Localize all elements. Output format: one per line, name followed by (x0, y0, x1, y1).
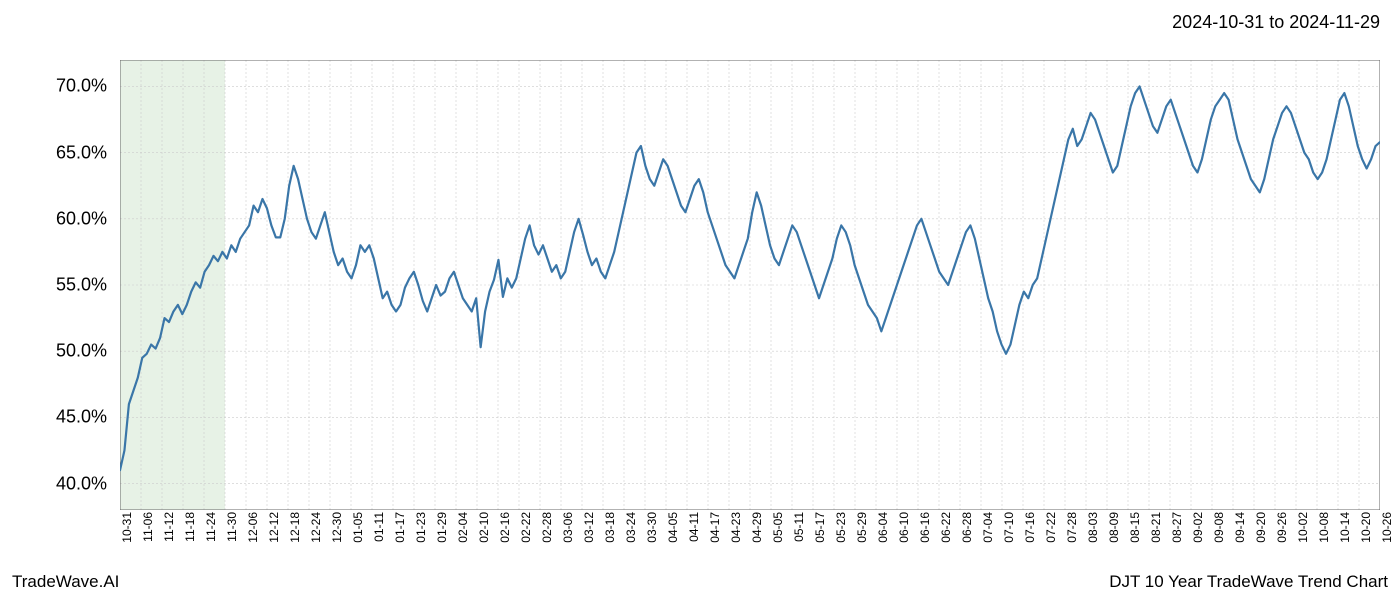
x-tick-label: 12-30 (330, 512, 344, 543)
x-tick-label: 07-28 (1065, 512, 1079, 543)
x-tick-label: 07-22 (1044, 512, 1058, 543)
x-tick-label: 08-03 (1086, 512, 1100, 543)
x-tick-label: 09-02 (1191, 512, 1205, 543)
x-tick-label: 05-17 (813, 512, 827, 543)
x-tick-label: 02-10 (477, 512, 491, 543)
x-tick-label: 06-10 (897, 512, 911, 543)
x-tick-label: 12-18 (288, 512, 302, 543)
x-tick-label: 10-26 (1380, 512, 1394, 543)
x-tick-label: 04-05 (666, 512, 680, 543)
x-tick-label: 04-11 (687, 512, 701, 542)
x-tick-label: 04-17 (708, 512, 722, 543)
x-tick-label: 03-12 (582, 512, 596, 543)
x-tick-label: 07-10 (1002, 512, 1016, 543)
y-tick-label: 65.0% (56, 142, 107, 163)
x-tick-label: 05-23 (834, 512, 848, 543)
x-tick-label: 06-04 (876, 512, 890, 543)
x-tick-label: 01-23 (414, 512, 428, 543)
y-tick-label: 50.0% (56, 341, 107, 362)
x-tick-label: 11-30 (225, 512, 239, 542)
x-tick-label: 10-14 (1338, 512, 1352, 543)
y-tick-label: 60.0% (56, 208, 107, 229)
y-tick-label: 55.0% (56, 275, 107, 296)
x-tick-label: 12-12 (267, 512, 281, 543)
x-tick-label: 01-17 (393, 512, 407, 543)
date-range-label: 2024-10-31 to 2024-11-29 (1172, 12, 1380, 33)
x-tick-label: 08-21 (1149, 512, 1163, 543)
x-tick-label: 12-24 (309, 512, 323, 543)
x-tick-label: 11-24 (204, 512, 218, 542)
y-tick-label: 45.0% (56, 407, 107, 428)
x-tick-label: 05-29 (855, 512, 869, 543)
y-tick-label: 40.0% (56, 473, 107, 494)
x-tick-label: 04-23 (729, 512, 743, 543)
chart-svg (120, 60, 1380, 510)
x-tick-label: 01-29 (435, 512, 449, 543)
x-tick-label: 03-06 (561, 512, 575, 543)
x-tick-label: 02-22 (519, 512, 533, 543)
x-tick-label: 07-04 (981, 512, 995, 543)
x-tick-label: 06-22 (939, 512, 953, 543)
x-tick-label: 09-14 (1233, 512, 1247, 543)
x-tick-label: 03-24 (624, 512, 638, 543)
x-tick-label: 10-08 (1317, 512, 1331, 543)
x-tick-label: 04-29 (750, 512, 764, 543)
x-tick-label: 02-28 (540, 512, 554, 543)
x-tick-label: 01-11 (372, 512, 386, 542)
x-tick-label: 02-04 (456, 512, 470, 543)
x-tick-label: 07-16 (1023, 512, 1037, 543)
chart-area (120, 60, 1380, 510)
x-tick-label: 01-05 (351, 512, 365, 543)
x-axis-labels: 10-31 11-06 11-12 11-18 11-24 11-30 12-06 12-12… (120, 512, 1380, 572)
x-tick-label: 11-12 (162, 512, 176, 542)
y-axis-labels: 40.0% 45.0% 50.0% 55.0% 60.0% 65.0% 70.0% (0, 60, 115, 510)
x-tick-label: 08-15 (1128, 512, 1142, 543)
x-tick-label: 08-09 (1107, 512, 1121, 543)
x-tick-label: 03-18 (603, 512, 617, 543)
x-tick-label: 05-11 (792, 512, 806, 542)
footer-brand: TradeWave.AI (12, 572, 119, 592)
x-tick-label: 09-26 (1275, 512, 1289, 543)
footer-title: DJT 10 Year TradeWave Trend Chart (1109, 572, 1388, 592)
x-tick-label: 09-20 (1254, 512, 1268, 543)
x-tick-label: 06-28 (960, 512, 974, 543)
x-tick-label: 08-27 (1170, 512, 1184, 543)
x-tick-label: 02-16 (498, 512, 512, 543)
x-tick-label: 10-20 (1359, 512, 1373, 543)
x-tick-label: 11-06 (141, 512, 155, 542)
x-tick-label: 09-08 (1212, 512, 1226, 543)
y-tick-label: 70.0% (56, 76, 107, 97)
x-tick-label: 03-30 (645, 512, 659, 543)
x-tick-label: 12-06 (246, 512, 260, 543)
x-tick-label: 06-16 (918, 512, 932, 543)
x-tick-label: 10-31 (120, 512, 134, 543)
x-tick-label: 05-05 (771, 512, 785, 543)
x-tick-label: 11-18 (183, 512, 197, 542)
x-tick-label: 10-02 (1296, 512, 1310, 543)
